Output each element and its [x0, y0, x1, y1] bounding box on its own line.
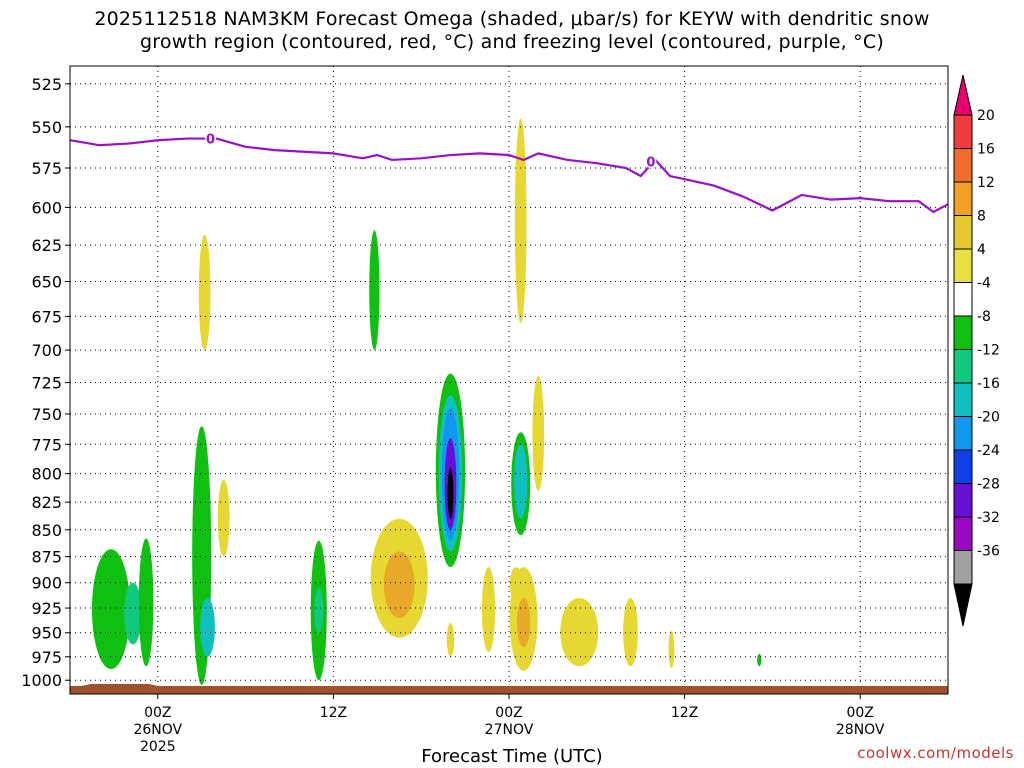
colorbar-label-13: -36	[977, 544, 1000, 560]
colorbar-box-10	[953, 449, 973, 484]
omega-blob-26	[560, 597, 599, 667]
y-tick-label-675: 675	[31, 307, 62, 326]
omega-blob-3	[198, 234, 211, 351]
colorbar-label-12: -32	[977, 510, 1000, 526]
freezing-level-label-1: 0	[646, 156, 655, 171]
colorbar-box-13	[953, 550, 973, 585]
y-tick-label-800: 800	[31, 465, 62, 484]
y-tick-label-900: 900	[31, 574, 62, 593]
colorbar-label-4: 4	[977, 242, 986, 258]
colorbar-label-5: -4	[977, 276, 991, 292]
y-tick-label-600: 600	[31, 198, 62, 217]
y-tick-label-1000: 1000	[21, 671, 62, 690]
omega-blob-28	[668, 630, 675, 669]
x-tick-label-0-1: 26NOV	[133, 722, 182, 738]
x-tick-label-12-0: 12Z	[320, 705, 347, 721]
y-tick-label-950: 950	[31, 624, 62, 643]
colorbar-box-3	[953, 215, 973, 250]
omega-blob-1	[124, 582, 142, 645]
omega-shading	[91, 118, 762, 685]
y-tick-label-825: 825	[31, 493, 62, 512]
colorbar-box-1	[953, 148, 973, 183]
x-tick-label-48-1: 28NOV	[836, 722, 885, 738]
y-tick-label-775: 775	[31, 435, 62, 454]
colorbar-label-6: -8	[977, 309, 991, 325]
x-tick-label-0-0: 00Z	[144, 705, 171, 721]
y-tick-label-625: 625	[31, 236, 62, 255]
colorbar-box-4	[953, 248, 973, 283]
omega-blob-5	[200, 597, 215, 657]
y-tick-label-850: 850	[31, 521, 62, 540]
y-tick-label-925: 925	[31, 599, 62, 618]
omega-blob-11	[383, 551, 415, 619]
omega-blob-29	[757, 653, 762, 667]
omega-blob-25	[509, 567, 523, 602]
y-tick-label-725: 725	[31, 374, 62, 393]
y-axis: 525 550 575 600 625 650 675 700 725 750 775 800 825 8…	[21, 75, 70, 690]
colorbar-label-8: -16	[977, 376, 1000, 392]
x-tick-label-24-0: 00Z	[495, 705, 522, 721]
colorbar-label-2: 12	[977, 175, 995, 191]
omega-blob-17	[446, 622, 455, 657]
colorbar-label-3: 8	[977, 209, 986, 225]
omega-blob-16	[447, 467, 454, 519]
colorbar: 20 16 12 8 4 -4 -8 -12 -16 -20 -24 -28 -32 -36	[953, 74, 1000, 627]
omega-blob-8	[314, 587, 324, 633]
colorbar-box-8	[953, 382, 973, 417]
chart-title-line2: growth region (contoured, red, °C) and f…	[140, 31, 884, 53]
terrain-strip	[70, 684, 948, 694]
colorbar-label-0: 20	[977, 108, 995, 124]
y-tick-label-550: 550	[31, 118, 62, 137]
colorbar-box-12	[953, 516, 973, 551]
chart-title: 2025112518 NAM3KM Forecast Omega (shaded…	[0, 8, 1024, 54]
colorbar-box-9	[953, 416, 973, 451]
y-tick-label-700: 700	[31, 341, 62, 360]
y-tick-label-975: 975	[31, 648, 62, 667]
colorbar-label-10: -24	[977, 443, 1000, 459]
colorbar-label-1: 16	[977, 142, 995, 158]
freezing-level-line	[69, 137, 949, 214]
colorbar-label-11: -28	[977, 477, 1000, 493]
omega-blob-9	[369, 230, 380, 351]
omega-blob-0	[91, 549, 130, 670]
x-tick-label-48-0: 00Z	[846, 705, 873, 721]
colorbar-box-7	[953, 349, 973, 384]
y-tick-label-750: 750	[31, 405, 62, 424]
y-tick-label-875: 875	[31, 548, 62, 567]
omega-blob-6	[217, 479, 230, 557]
colorbar-box-2	[953, 181, 973, 216]
terrain-bump	[81, 684, 158, 686]
colorbar-box-0	[953, 114, 973, 149]
y-tick-label-650: 650	[31, 272, 62, 291]
omega-blob-21	[532, 376, 545, 491]
colorbar-top-triangle	[953, 74, 973, 116]
chart-title-line1: 2025112518 NAM3KM Forecast Omega (shaded…	[94, 8, 930, 30]
colorbar-label-9: -20	[977, 410, 1000, 426]
freezing-level-label-0: 0	[206, 133, 215, 148]
omega-blob-18	[514, 118, 527, 324]
omega-blob-23	[517, 597, 531, 648]
colorbar-bottom-triangle	[953, 583, 973, 627]
omega-blob-24	[481, 567, 496, 653]
omega-blob-27	[623, 597, 638, 667]
terrain-base	[70, 686, 948, 694]
freezing-level-layer: 00	[69, 131, 949, 214]
y-tick-label-525: 525	[31, 75, 62, 94]
omega-blob-2	[138, 538, 154, 667]
x-axis-title: Forecast Time (UTC)	[421, 746, 603, 767]
colorbar-label-7: -12	[977, 343, 1000, 359]
colorbar-box-6	[953, 315, 973, 350]
x-tick-label-0-2: 2025	[140, 739, 176, 755]
omega-blob-20	[514, 444, 528, 519]
credit-text: coolwx.com/models	[857, 744, 1014, 762]
colorbar-box-5	[953, 282, 973, 317]
y-tick-label-575: 575	[31, 159, 62, 178]
colorbar-box-11	[953, 483, 973, 518]
x-tick-label-36-0: 12Z	[671, 705, 698, 721]
x-tick-label-24-1: 27NOV	[485, 722, 534, 738]
